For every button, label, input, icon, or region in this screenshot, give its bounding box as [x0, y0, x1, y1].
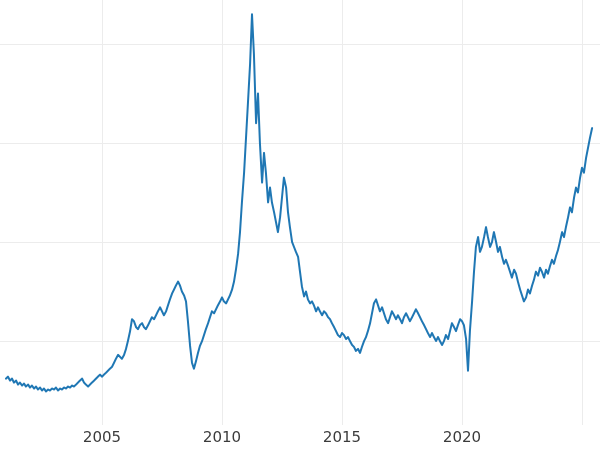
x-tick-label: 2020 — [443, 428, 481, 446]
horizontal-gridlines — [0, 44, 600, 342]
vertical-gridlines — [102, 0, 583, 425]
series-lines — [5, 13, 594, 393]
x-tick-label: 2010 — [203, 428, 241, 446]
x-tick-label: 2015 — [323, 428, 361, 446]
x-axis-tick-labels: 2005 2010 2015 2020 — [83, 428, 481, 446]
x-tick-label: 2005 — [83, 428, 121, 446]
series-line-price — [5, 13, 594, 393]
